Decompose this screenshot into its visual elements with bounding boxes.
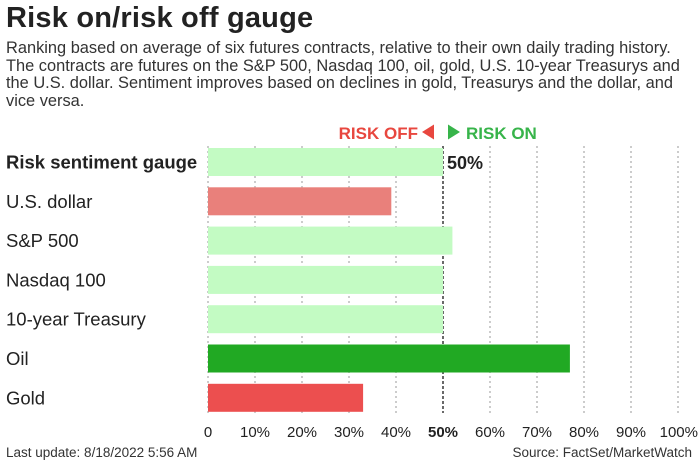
x-tick-label: 60% — [475, 424, 505, 441]
bar-oil — [208, 344, 570, 373]
category-label: Risk sentiment gauge — [6, 152, 197, 173]
x-tick-label: 0 — [204, 424, 212, 441]
x-tick-labels: 0 10% 20% 30% 40% 50% 60% 70% 80% 90% 100% — [204, 424, 698, 441]
category-label: U.S. dollar — [6, 191, 92, 212]
x-tick-label: 100% — [660, 424, 698, 441]
bar-10-year-treasury — [208, 305, 443, 334]
category-label: Oil — [6, 348, 29, 369]
data-label: 50% — [447, 153, 483, 173]
x-tick-label: 50% — [428, 424, 458, 441]
bar-risk-sentiment-gauge — [208, 148, 443, 176]
category-labels: Risk sentiment gauge 50% U.S. dollar S&P 50… — [6, 152, 483, 409]
x-tick-label: 40% — [381, 424, 411, 441]
chart-subtitle: Ranking based on average of six futures … — [6, 39, 680, 110]
bar-nasdaq-100 — [208, 265, 443, 294]
category-label: S&P 500 — [6, 230, 79, 251]
last-update: Last update: 8/18/2022 5:56 AM — [6, 445, 198, 460]
x-tick-label: 20% — [287, 424, 317, 441]
category-label: 10-year Treasury — [6, 309, 147, 330]
legend-risk-off: RISK OFF — [339, 124, 418, 143]
bar-u-s-dollar — [208, 187, 392, 216]
bars — [208, 148, 570, 412]
category-label: Nasdaq 100 — [6, 269, 106, 290]
x-tick-label: 80% — [569, 424, 599, 441]
legend-risk-on: RISK ON — [466, 124, 537, 143]
x-tick-label: 90% — [616, 424, 646, 441]
x-tick-label: 10% — [240, 424, 270, 441]
arrow-left-icon — [422, 124, 434, 140]
bar-gold — [208, 383, 364, 412]
bar-s-p-500 — [208, 226, 453, 255]
arrow-right-icon — [448, 124, 460, 140]
chart-title: Risk on/risk off gauge — [6, 2, 314, 34]
x-tick-label: 70% — [522, 424, 552, 441]
source-note: Source: FactSet/MarketWatch — [512, 445, 692, 460]
category-label: Gold — [6, 387, 45, 408]
legend: RISK OFF RISK ON — [339, 124, 537, 143]
x-tick-label: 30% — [334, 424, 364, 441]
